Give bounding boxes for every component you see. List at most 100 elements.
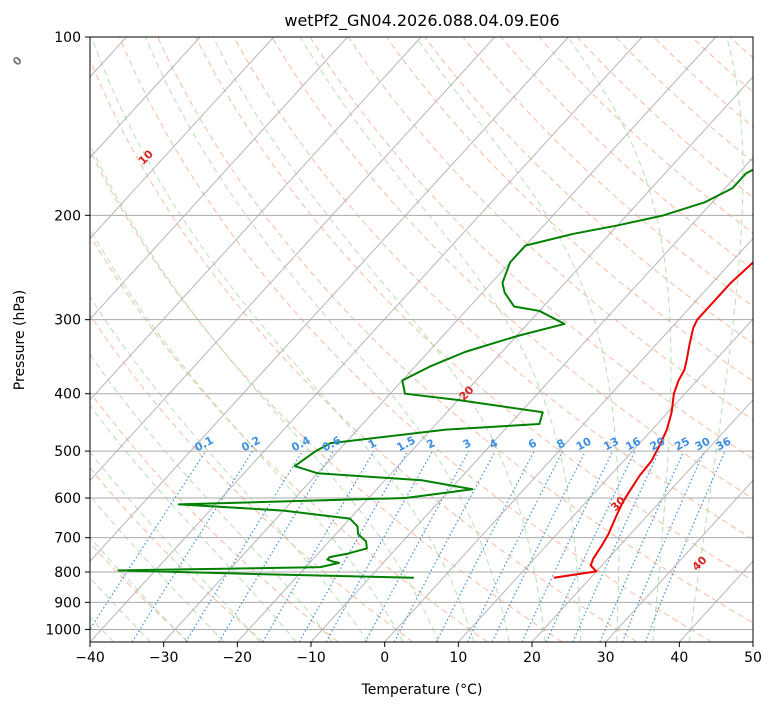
isotherm (310, 156, 753, 642)
line-labels: 0.1 0.2 0.4 0.6 1 1.5 2 3 4 6 8 10 13 16 20 25 30 3601020… (10, 54, 733, 574)
mixing-ratio-line (644, 450, 726, 642)
y-tick-label: 900 (54, 595, 81, 611)
chart-title: wetPf2_GN04.2026.088.04.09.E06 (284, 11, 559, 31)
dry-adiabat (729, 37, 753, 59)
x-tick-label: 30 (597, 650, 615, 666)
moist-adiabat (299, 37, 582, 642)
y-tick-label: 100 (54, 30, 81, 46)
isotherm (90, 37, 643, 642)
mixing-ratio-label: 36 (714, 435, 734, 454)
moist-adiabat (415, 37, 620, 642)
moist-adiabat-label: 10 (136, 147, 156, 167)
mixing-ratio-label: 4 (487, 436, 500, 451)
moist-adiabat (90, 227, 404, 642)
mixing-ratio-label: 6 (526, 436, 539, 451)
mixing-ratio-line (218, 450, 334, 642)
isotherm (236, 76, 753, 642)
mixing-ratio-line (325, 450, 434, 642)
plot-frame (89, 36, 754, 643)
x-tick-label: 40 (670, 650, 688, 666)
mixing-ratio-line (131, 450, 254, 642)
dry-adiabat (538, 37, 753, 234)
dry-adiabat (768, 37, 775, 642)
moist-adiabat (90, 353, 333, 642)
x-tick-label: −20 (223, 650, 253, 666)
mixing-ratio-line (364, 450, 470, 642)
y-tick-label: 200 (54, 208, 81, 224)
moist-adiabat (90, 144, 439, 642)
dry-adiabat (271, 37, 753, 500)
isotherm (90, 37, 201, 159)
moist-adiabat (144, 37, 510, 642)
moist-adiabat (567, 37, 672, 642)
mixing-ratio-label: 10 (574, 435, 594, 454)
moist-adiabat (91, 37, 475, 642)
mixing-ratio-line (185, 450, 304, 642)
x-tick-label: −40 (75, 650, 105, 666)
background-lines (90, 37, 775, 642)
mixing-ratio-line (393, 450, 496, 642)
y-tick-label: 400 (54, 387, 81, 403)
mixing-ratio-line (90, 450, 207, 631)
mixing-ratio-line (572, 450, 660, 642)
dry-adiabat (576, 37, 753, 198)
dry-adiabat (386, 37, 753, 382)
y-tick-label: 300 (54, 313, 81, 329)
mixing-ratio-line (621, 450, 705, 642)
dry-adiabat (309, 37, 753, 460)
dewpoint-line (117, 168, 753, 579)
temperature-line (553, 261, 753, 579)
moist-adiabat (90, 536, 188, 642)
dry-adiabat (90, 58, 638, 642)
x-tick-label: 20 (523, 650, 541, 666)
moist-adiabat (212, 37, 546, 642)
dry-adiabat (90, 542, 190, 642)
dry-adiabat (90, 234, 488, 642)
dry-adiabat (347, 37, 753, 421)
x-tick-label: 50 (744, 650, 762, 666)
y-axis-ticks: 1000 900 800 700 600 500 400 300 200 100 (45, 30, 90, 638)
isotherm (90, 37, 348, 320)
dry-adiabat (615, 37, 753, 163)
isotherm (531, 399, 753, 642)
profile-series (117, 168, 753, 579)
isotherm (457, 318, 753, 642)
dry-adiabat (195, 37, 753, 582)
x-axis-ticks: −40 −30 −20 −10 0 10 20 30 40 50 (75, 642, 762, 666)
mixing-ratio-line (466, 450, 564, 642)
moist-adiabat-label: 40 (690, 553, 710, 573)
y-tick-label: 800 (54, 565, 81, 581)
x-tick-label: −10 (296, 650, 326, 666)
mixing-ratio-line (545, 450, 636, 642)
mixing-ratio-line (599, 450, 685, 642)
x-tick-label: 10 (449, 650, 467, 666)
mixing-ratio-label: 13 (601, 435, 621, 454)
y-tick-label: 700 (54, 531, 81, 547)
mixing-ratio-label: 3 (461, 436, 474, 451)
mixing-ratio-label: 25 (672, 435, 692, 454)
isotherm (90, 37, 422, 401)
isotherm (90, 37, 569, 563)
mixing-ratio-line (491, 450, 586, 642)
dry-adiabat (691, 37, 753, 93)
dry-adiabat (90, 314, 414, 642)
dry-adiabat (118, 37, 712, 642)
isotherm (605, 479, 753, 642)
y-tick-label: 1000 (45, 622, 81, 638)
mixing-ratio-label: 16 (623, 435, 643, 454)
isotherm (90, 37, 275, 240)
isotherm (752, 641, 753, 642)
x-axis-label: Temperature (°C) (361, 682, 483, 698)
isotherm (163, 37, 717, 642)
dry-adiabat (90, 467, 264, 642)
isotherm (384, 237, 753, 642)
y-tick-label: 600 (54, 491, 81, 507)
y-tick-label: 500 (54, 444, 81, 460)
mixing-ratio-line (521, 450, 614, 642)
y-axis-label: Pressure (hPa) (12, 290, 28, 390)
dry-adiabat (157, 37, 753, 624)
mixing-ratio-label: 2 (424, 436, 437, 451)
isotherm (90, 37, 496, 482)
dry-adiabat (653, 37, 753, 128)
